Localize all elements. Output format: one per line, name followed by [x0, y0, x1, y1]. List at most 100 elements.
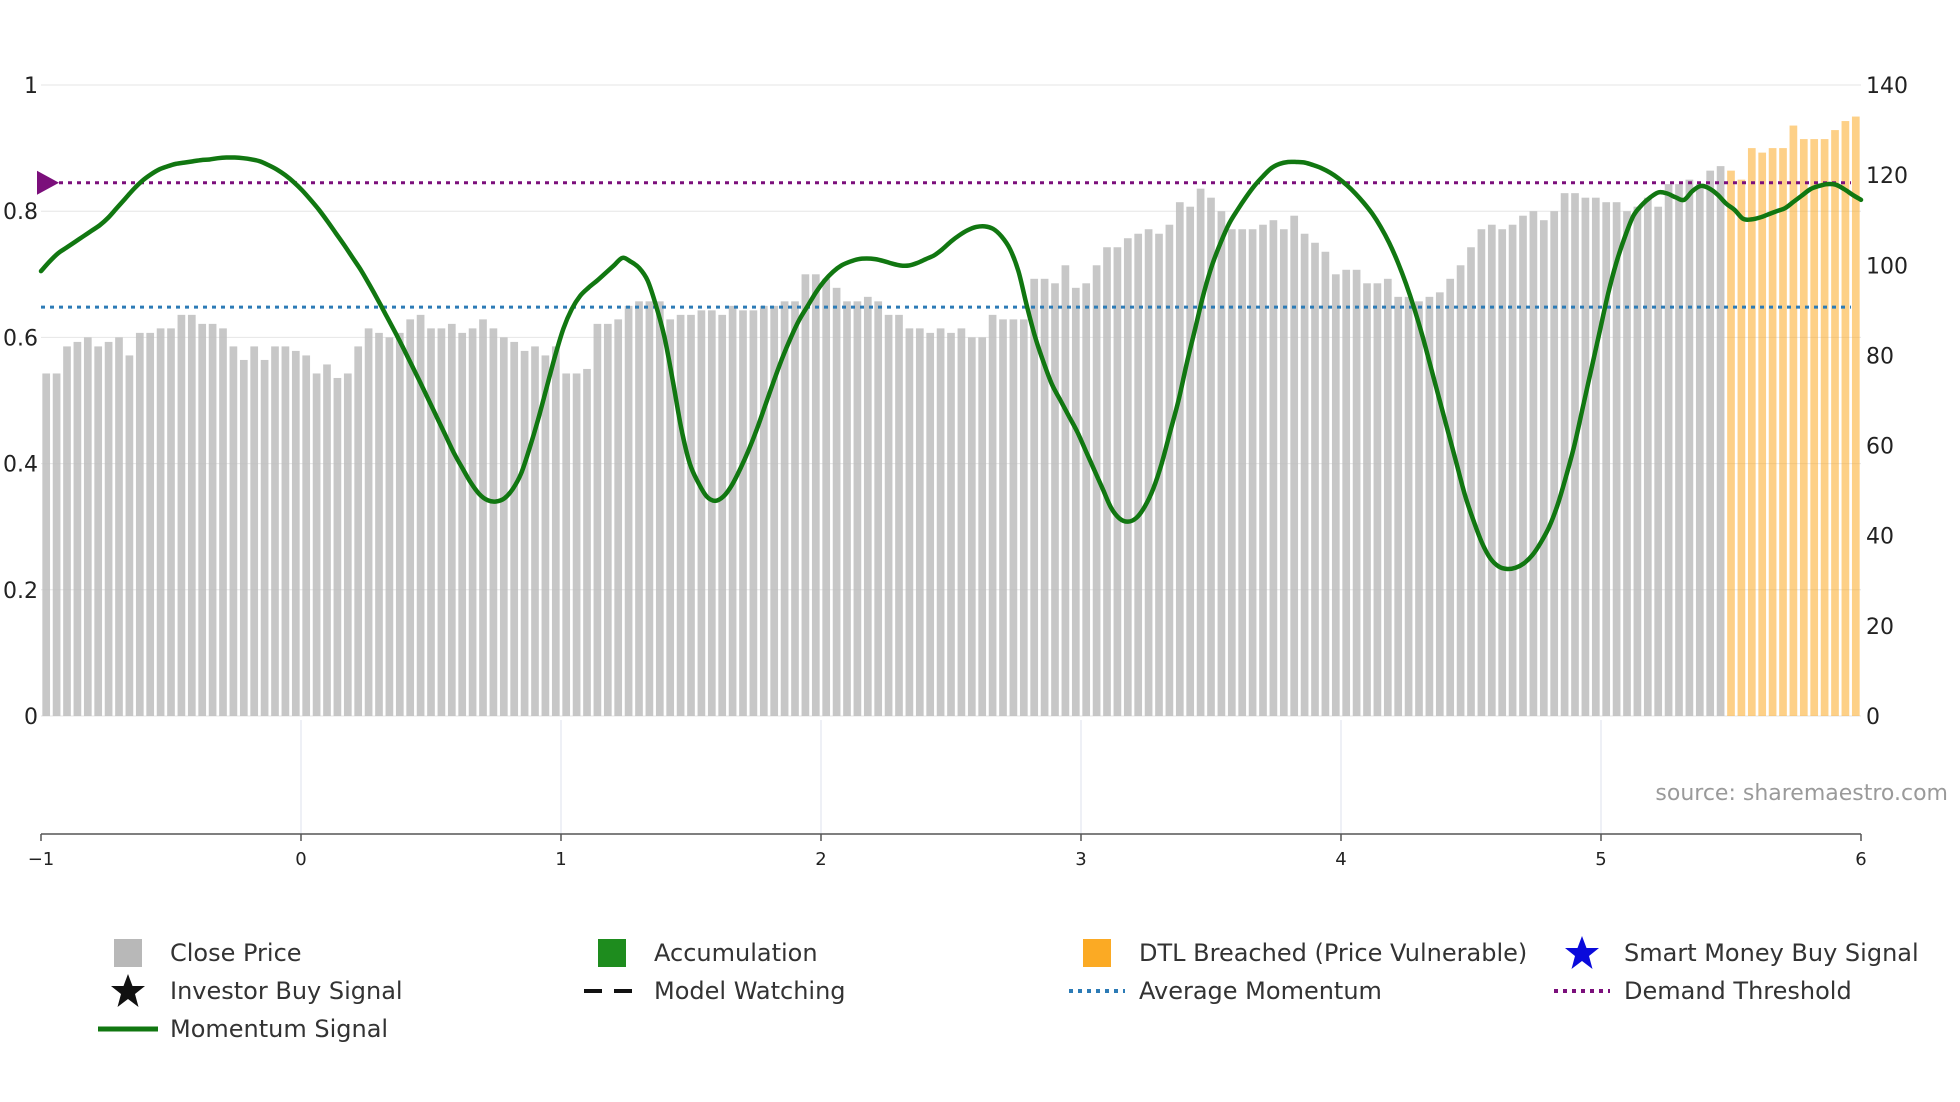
close-price-bar — [1300, 233, 1309, 717]
close-price-bar — [749, 310, 758, 716]
close-price-bar — [271, 346, 279, 716]
close-price-bar — [458, 332, 467, 716]
close-price-bar — [1685, 179, 1694, 716]
y-right-tick-label: 0 — [1866, 705, 1880, 730]
close-price-bar — [780, 301, 789, 716]
close-price-bar — [1664, 184, 1673, 716]
close-price-bar — [676, 314, 685, 716]
close-price-bar — [1415, 301, 1423, 716]
y-left-tick-label: 1 — [24, 74, 38, 99]
close-price-bar — [1269, 220, 1278, 716]
legend-label: Demand Threshold — [1624, 977, 1852, 1005]
legend-item: Demand Threshold — [1552, 973, 1852, 1009]
close-price-bar — [510, 341, 519, 716]
close-price-bar — [156, 328, 165, 716]
legend-item: Accumulation — [582, 935, 818, 971]
close-price-bar — [42, 373, 51, 716]
close-price-bar — [416, 314, 425, 716]
close-price-bar — [479, 319, 487, 716]
close-price-bar — [1134, 233, 1143, 717]
legend-label: DTL Breached (Price Vulnerable) — [1139, 939, 1528, 967]
x-axis-tick-label: 1 — [555, 849, 566, 870]
y-left-tick-label: 0.2 — [3, 579, 38, 604]
close-price-bar — [635, 301, 643, 716]
close-price-bar — [323, 364, 331, 716]
close-price-bar — [1363, 283, 1371, 716]
close-price-bar — [1248, 229, 1257, 717]
breached-price-bar — [1789, 125, 1798, 716]
close-price-bar — [572, 373, 581, 716]
y-right-tick-label: 60 — [1866, 435, 1894, 460]
close-price-bar — [759, 305, 768, 716]
close-price-bar — [1092, 265, 1101, 716]
close-price-bar — [167, 328, 175, 716]
close-price-bar — [822, 278, 831, 716]
close-price-bar — [489, 328, 498, 716]
demand-threshold-marker — [37, 170, 59, 195]
close-price-bar — [343, 373, 352, 716]
close-price-bar — [1238, 229, 1247, 717]
close-price-bar — [115, 337, 123, 716]
close-price-bar — [915, 328, 924, 716]
close-price-bar — [406, 319, 415, 716]
close-price-bar — [135, 332, 144, 716]
legend-dot-icon — [1552, 973, 1612, 1009]
legend-square-icon — [1067, 935, 1127, 971]
close-price-bar — [1446, 278, 1455, 716]
legend-item: Investor Buy Signal — [98, 973, 403, 1009]
close-price-bar — [208, 323, 217, 716]
close-price-bar — [562, 373, 571, 716]
close-price-bar — [832, 287, 841, 716]
legend-dash-icon — [582, 973, 642, 1009]
close-price-bar — [707, 310, 716, 716]
legend-item: DTL Breached (Price Vulnerable) — [1067, 935, 1527, 971]
legend-item: Close Price — [98, 935, 302, 971]
close-price-bar — [1103, 247, 1111, 716]
close-price-bar — [291, 350, 300, 716]
breached-price-bar — [1737, 179, 1746, 716]
close-price-bar — [1373, 283, 1382, 716]
close-price-bar — [1508, 224, 1517, 716]
close-price-bar — [1706, 170, 1715, 716]
close-price-bar — [655, 301, 664, 716]
close-price-bar — [895, 314, 903, 716]
close-price-bar — [94, 346, 103, 716]
close-price-bar — [219, 328, 227, 716]
close-price-bar — [1519, 215, 1527, 716]
close-price-bar — [260, 359, 269, 716]
close-price-bar — [83, 337, 92, 716]
close-price-bar — [728, 305, 737, 716]
close-price-bar — [1186, 206, 1195, 716]
legend-star-icon — [1552, 935, 1612, 971]
close-price-bar — [1633, 206, 1642, 716]
close-price-bar — [1123, 238, 1132, 717]
close-price-bar — [1550, 211, 1559, 716]
close-price-bar — [1165, 224, 1174, 716]
close-price-bar — [687, 314, 695, 716]
close-price-bar — [739, 310, 747, 716]
close-price-bar — [1654, 206, 1663, 716]
x-axis-tick-label: 5 — [1595, 849, 1606, 870]
y-right-tick-label: 80 — [1866, 344, 1894, 369]
breached-price-bar — [1841, 121, 1850, 716]
close-price-bar — [302, 355, 311, 716]
close-price-bar — [229, 346, 238, 716]
legend-label: Model Watching — [654, 977, 846, 1005]
y-left-tick-label: 0.8 — [3, 200, 38, 225]
legend-item: Average Momentum — [1067, 973, 1382, 1009]
close-price-bar — [437, 328, 446, 716]
close-price-bar — [1394, 296, 1403, 716]
legend-line-icon — [98, 1011, 158, 1047]
close-price-bar — [1311, 242, 1319, 716]
close-price-bar — [1342, 269, 1351, 716]
close-price-bar — [1113, 247, 1122, 716]
y-right-tick-label: 100 — [1866, 254, 1908, 279]
breached-price-bar — [1779, 148, 1787, 717]
legend-item: Model Watching — [582, 973, 846, 1009]
close-price-bar — [447, 323, 456, 716]
close-price-bar — [770, 305, 779, 716]
y-right-tick-label: 140 — [1866, 74, 1908, 99]
close-price-bar — [853, 301, 862, 716]
close-price-bar — [926, 332, 935, 716]
